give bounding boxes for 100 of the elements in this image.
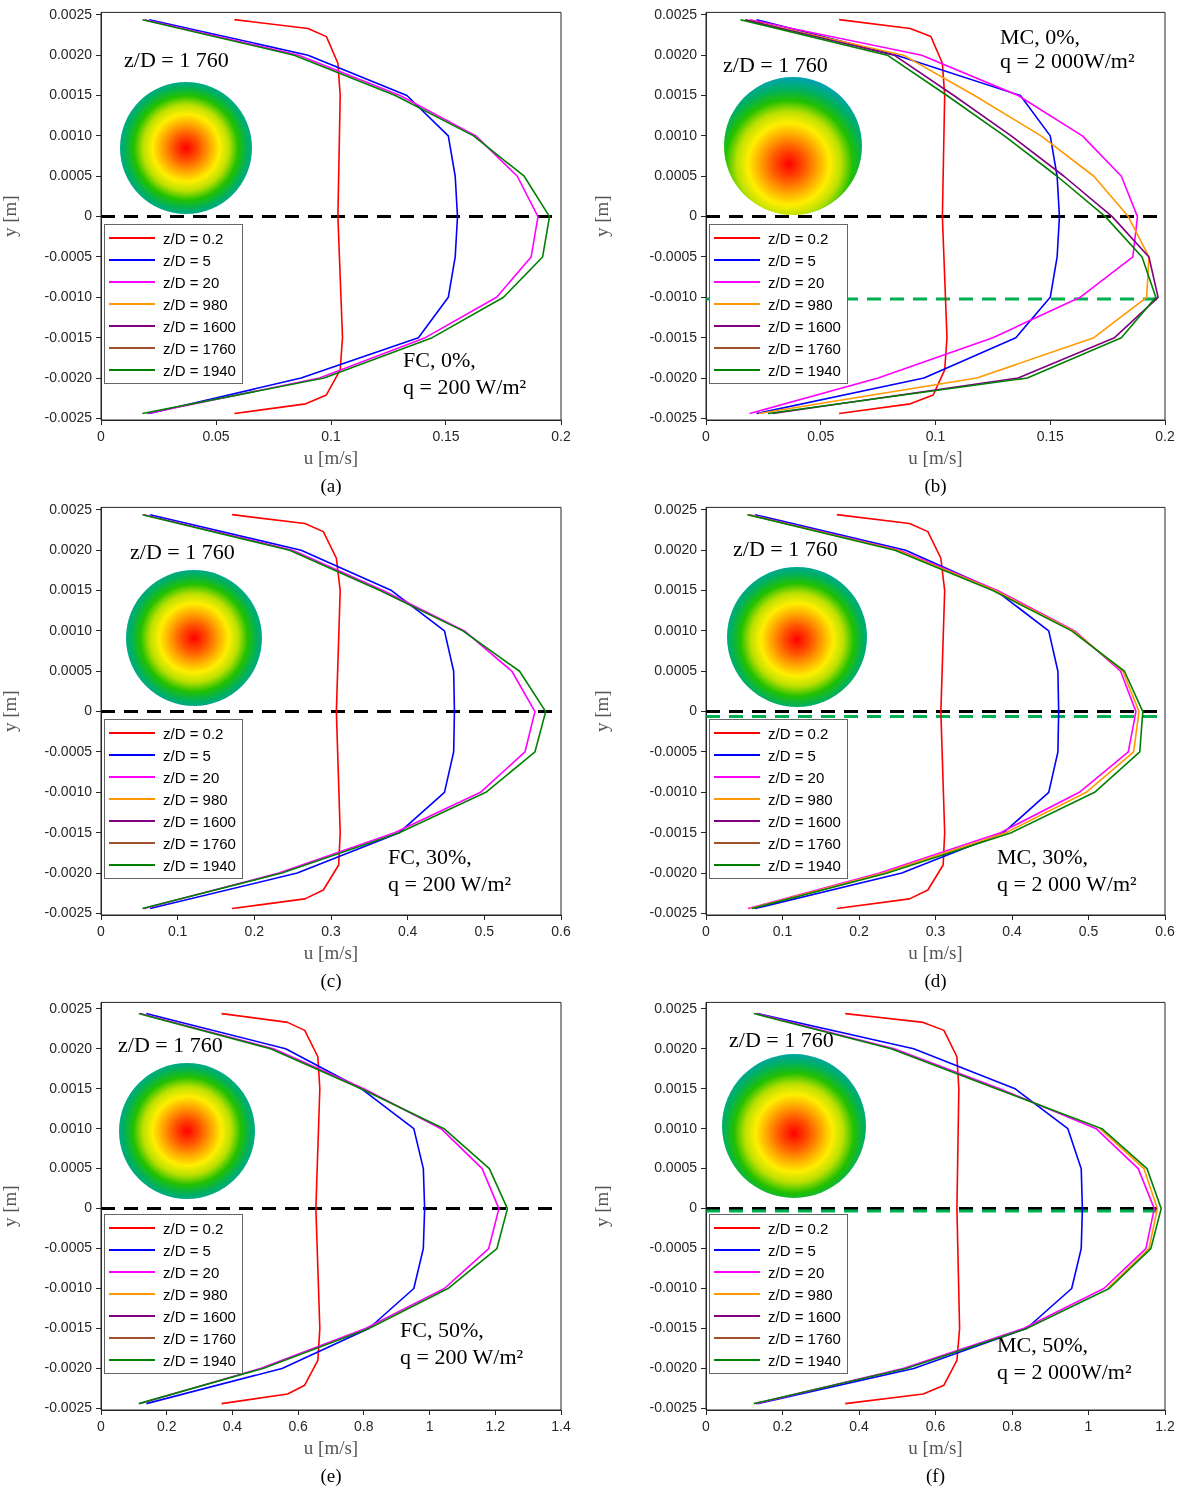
legend-label: z/D = 5 bbox=[768, 746, 816, 764]
y-tick-label: -0.0005 bbox=[649, 742, 698, 759]
x-tick-label: 0.1 bbox=[925, 428, 946, 445]
x-tick-label: 1 bbox=[425, 1418, 434, 1435]
annotation: q = 200 W/m² bbox=[400, 1344, 524, 1369]
y-tick-label: -0.0010 bbox=[649, 1279, 698, 1296]
legend-label: z/D = 0.2 bbox=[768, 1219, 829, 1237]
y-tick-label: -0.0010 bbox=[44, 1279, 93, 1296]
y-tick-label: -0.0025 bbox=[44, 409, 93, 426]
legend-label: z/D = 980 bbox=[768, 790, 833, 808]
legend-label: z/D = 980 bbox=[163, 1285, 228, 1303]
y-tick-label: -0.0010 bbox=[44, 783, 93, 800]
legend-label: z/D = 1760 bbox=[163, 1329, 236, 1347]
x-tick-label: 0 bbox=[702, 923, 711, 940]
y-tick-label: -0.0020 bbox=[44, 863, 93, 880]
y-tick-label: 0.0010 bbox=[654, 126, 698, 143]
y-axis-title: y [m] bbox=[591, 1185, 613, 1228]
y-tick-label: -0.0015 bbox=[44, 1319, 93, 1336]
y-tick-label: -0.0025 bbox=[649, 409, 698, 426]
y-tick-label: -0.0015 bbox=[649, 1319, 698, 1336]
y-tick-label: 0.0025 bbox=[49, 5, 93, 22]
y-tick-label: 0.0020 bbox=[49, 541, 93, 558]
y-tick-label: 0.0010 bbox=[49, 126, 93, 143]
legend-label: z/D = 1600 bbox=[163, 317, 236, 335]
annotation: z/D = 1 760 bbox=[130, 539, 235, 564]
x-axis-title: u [m/s] bbox=[908, 941, 963, 963]
y-axis-title: y [m] bbox=[591, 690, 613, 733]
y-tick-label: 0.0005 bbox=[49, 662, 93, 679]
x-tick-label: 0.2 bbox=[551, 428, 571, 445]
y-tick-label: 0.0010 bbox=[49, 621, 93, 638]
x-tick-label: 0.6 bbox=[288, 1418, 309, 1435]
x-tick-label: 0.6 bbox=[1155, 923, 1175, 940]
legend-label: z/D = 20 bbox=[768, 273, 825, 291]
legend-label: z/D = 1600 bbox=[768, 812, 841, 830]
y-tick-label: -0.0020 bbox=[649, 1359, 698, 1376]
y-tick-label: 0.0010 bbox=[49, 1119, 93, 1136]
annotation: q = 200 W/m² bbox=[403, 374, 527, 399]
y-tick-label: 0.0010 bbox=[654, 1119, 698, 1136]
y-tick-label: 0 bbox=[84, 207, 93, 224]
legend-label: z/D = 1600 bbox=[768, 1307, 841, 1325]
y-tick-label: 0.0025 bbox=[49, 500, 93, 517]
y-tick-label: 0 bbox=[689, 702, 698, 719]
y-tick-label: 0.0015 bbox=[654, 581, 698, 598]
x-tick-label: 0.8 bbox=[354, 1418, 374, 1435]
legend-label: z/D = 20 bbox=[163, 273, 220, 291]
y-tick-label: -0.0025 bbox=[649, 1399, 698, 1416]
text: (a) bbox=[320, 475, 342, 496]
legend-label: z/D = 0.2 bbox=[163, 724, 224, 742]
y-tick-label: 0.0015 bbox=[49, 86, 93, 103]
y-tick-label: 0 bbox=[84, 1199, 93, 1216]
y-tick-label: -0.0025 bbox=[649, 904, 698, 921]
text: (f) bbox=[926, 1465, 945, 1486]
legend-label: z/D = 1760 bbox=[768, 339, 841, 357]
x-tick-label: 0.8 bbox=[1002, 1418, 1022, 1435]
x-tick-label: 0.5 bbox=[1078, 923, 1099, 940]
x-tick-label: 0.4 bbox=[222, 1418, 243, 1435]
annotation: q = 2 000W/m² bbox=[1000, 48, 1135, 73]
y-axis-title: y [m] bbox=[0, 195, 21, 238]
x-tick-label: 0.2 bbox=[156, 1418, 177, 1435]
annotation: FC, 50%, bbox=[400, 1317, 484, 1342]
y-tick-label: -0.0020 bbox=[649, 368, 698, 385]
y-tick-label: 0.0005 bbox=[49, 1159, 93, 1176]
annotation: MC, 0%, bbox=[1000, 24, 1081, 49]
x-tick-label: 0 bbox=[702, 1418, 711, 1435]
y-tick-label: 0.0025 bbox=[654, 5, 698, 22]
x-tick-label: 0.2 bbox=[849, 923, 869, 940]
legend-label: z/D = 1940 bbox=[163, 361, 236, 379]
legend-label: z/D = 1760 bbox=[768, 834, 841, 852]
text: (e) bbox=[320, 1465, 342, 1486]
y-tick-label: -0.0015 bbox=[649, 823, 698, 840]
x-axis-title: u [m/s] bbox=[303, 446, 359, 468]
y-tick-label: 0.0010 bbox=[654, 621, 698, 638]
x-tick-label: 0 bbox=[97, 923, 106, 940]
legend-label: z/D = 1940 bbox=[768, 1351, 841, 1369]
y-tick-label: 0.0020 bbox=[654, 1039, 698, 1056]
x-tick-label: 0.4 bbox=[849, 1418, 869, 1435]
x-tick-label: 1 bbox=[1084, 1418, 1093, 1435]
y-tick-label: -0.0025 bbox=[44, 1399, 93, 1416]
legend-label: z/D = 1940 bbox=[163, 856, 236, 874]
y-tick-label: -0.0005 bbox=[44, 247, 93, 264]
x-tick-label: 0.2 bbox=[244, 923, 265, 940]
x-tick-label: 0.1 bbox=[321, 428, 341, 445]
x-tick-label: 0 bbox=[97, 428, 106, 445]
legend-label: z/D = 1600 bbox=[163, 812, 236, 830]
y-tick-label: -0.0020 bbox=[649, 863, 698, 880]
x-tick-label: 0.6 bbox=[551, 923, 571, 940]
legend-label: z/D = 980 bbox=[768, 295, 833, 313]
x-tick-label: 0.05 bbox=[202, 428, 230, 445]
legend-label: z/D = 0.2 bbox=[768, 229, 829, 247]
y-tick-label: 0.0025 bbox=[49, 999, 93, 1016]
x-tick-label: 0.4 bbox=[1002, 923, 1022, 940]
x-tick-label: 0.5 bbox=[474, 923, 495, 940]
y-tick-label: 0 bbox=[689, 1199, 698, 1216]
x-tick-label: 0.2 bbox=[1155, 428, 1175, 445]
y-tick-label: 0.0020 bbox=[49, 1039, 93, 1056]
y-tick-label: 0.0015 bbox=[654, 1079, 698, 1096]
x-tick-label: 0.6 bbox=[925, 1418, 946, 1435]
x-axis-title: u [m/s] bbox=[908, 446, 963, 468]
legend-label: z/D = 1940 bbox=[163, 1351, 236, 1369]
legend-label: z/D = 5 bbox=[768, 251, 816, 269]
